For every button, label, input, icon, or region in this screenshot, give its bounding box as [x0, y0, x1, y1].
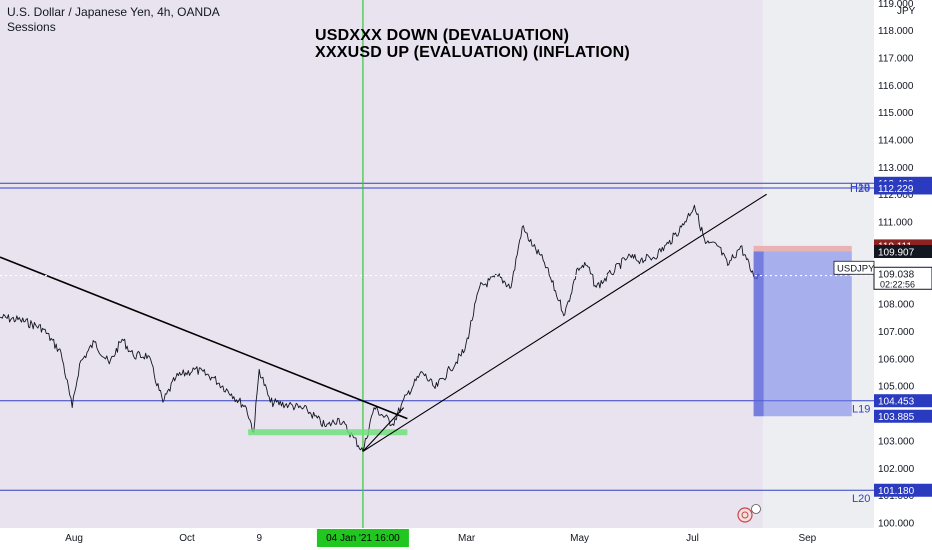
badge-entry-bg: [874, 244, 932, 258]
y-tick-label: 112.000: [878, 190, 914, 201]
badge-countdown: 02:22:56: [880, 279, 915, 289]
trendline-descending: [0, 256, 408, 420]
y-tick-label: 116.000: [878, 81, 914, 92]
annotation-line-1: USDXXX DOWN (DEVALUATION): [315, 27, 570, 44]
price-series: [0, 204, 760, 452]
annotation-line-2: XXXUSD UP (EVALUATION) (INFLATION): [315, 44, 630, 61]
trendline-ascending-cut: [362, 407, 405, 452]
event-icon-inner: [741, 511, 749, 519]
y-tick-label: 107.000: [878, 327, 915, 338]
level-label-h19: H19: [850, 181, 870, 193]
price-line: [0, 204, 760, 452]
x-tick-label: 9: [256, 533, 262, 544]
drawings: [0, 193, 874, 452]
grid: [0, 0, 874, 528]
badge-l19-bg: [874, 394, 932, 408]
y-tick-label: 106.000: [878, 354, 915, 365]
x-tick-label: Aug: [65, 533, 83, 544]
badge-l20-bg: [874, 483, 932, 497]
symbol-tag-bg: [833, 260, 875, 275]
y-tick-label: 103.000: [878, 436, 915, 447]
x-tick-label: Oct: [179, 533, 195, 544]
event-count-icon: [751, 504, 761, 514]
badge-l20: 101.180: [878, 486, 915, 497]
badge-l19: 104.453: [878, 397, 915, 408]
x-tick-label: Mar: [458, 533, 476, 544]
support-zone: [248, 429, 408, 436]
date-badge: 04 Jan '21 16:00: [326, 533, 400, 544]
event-icon: [737, 507, 753, 523]
symbol-title: U.S. Dollar / Japanese Yen, 4h, OANDA: [7, 5, 220, 19]
badge-h20: 112.229: [878, 184, 914, 195]
position-progress: [753, 251, 764, 417]
badge-target-bg: [874, 409, 932, 423]
y-tick-label: 102.000: [878, 464, 915, 475]
time-axis-bg: [0, 528, 932, 550]
y-tick-label: 100.000: [878, 519, 915, 530]
y-tick-label: 111.000: [878, 218, 913, 229]
symbol-tag: USDJPY: [837, 263, 875, 274]
indicator-label[interactable]: Sessions: [7, 20, 56, 34]
badge-entry: 109.907: [878, 247, 915, 258]
level-label-l20: L20: [852, 493, 870, 505]
y-tick-label: 114.000: [878, 136, 914, 147]
badge-target: 103.885: [878, 412, 915, 423]
x-tick-label: Jul: [686, 533, 699, 544]
trendline-ascending: [362, 193, 767, 452]
badge-h20-bg: [874, 181, 932, 195]
chart-background: [0, 0, 874, 528]
date-badge-bg: [316, 529, 409, 547]
badge-current-price: 109.038: [878, 269, 915, 280]
stop-loss-zone: [753, 245, 852, 252]
y-tick-label: 105.000: [878, 382, 915, 393]
sessions-shade: [0, 0, 763, 528]
y-tick-label: 113.000: [878, 163, 914, 174]
y-tick-label: 108.000: [878, 300, 915, 311]
level-label-l19: L19: [852, 404, 870, 416]
y-tick-label: 115.000: [878, 108, 914, 119]
level-label-h20: H20: [850, 183, 870, 195]
y-tick-label: 118.000: [878, 26, 914, 37]
y-tick-label: 119.000: [878, 0, 914, 10]
currency-label: JPY: [897, 6, 916, 17]
x-tick-label: May: [570, 533, 589, 544]
take-profit-zone: [753, 251, 852, 417]
badge-current-bg: [873, 266, 932, 290]
y-tick-label: 117.000: [878, 53, 914, 64]
x-tick-label: Sep: [798, 533, 816, 544]
